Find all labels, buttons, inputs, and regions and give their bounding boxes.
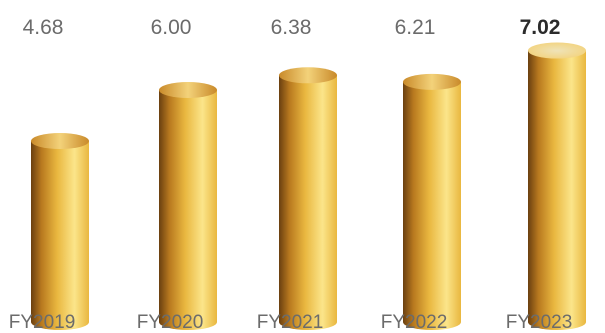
bar-fy2023 [528, 42, 586, 331]
bar-body [159, 90, 217, 330]
bar-fy2022 [403, 73, 461, 330]
bar-fy2019 [31, 133, 89, 330]
bar-body [279, 75, 337, 330]
category-label-fy2023: FY2023 [506, 312, 573, 333]
bar-fy2020 [159, 82, 217, 330]
bar-top [31, 133, 89, 150]
value-labels-layer: 4.68 6.00 6.38 6.21 7.02 [23, 16, 561, 39]
value-label-fy2019: 4.68 [23, 16, 64, 39]
bar-body [31, 141, 89, 330]
bars-layer [31, 42, 586, 331]
bar-top [403, 73, 461, 90]
category-label-fy2022: FY2022 [381, 312, 448, 333]
value-label-fy2020: 6.00 [151, 16, 192, 39]
category-label-fy2020: FY2020 [137, 312, 204, 333]
bar-body [528, 50, 586, 331]
value-label-fy2023: 7.02 [520, 16, 561, 39]
category-label-fy2021: FY2021 [257, 312, 324, 333]
bar-top [159, 82, 217, 98]
category-labels-layer: FY2019 FY2020 FY2021 FY2022 FY2023 [9, 312, 573, 333]
bar-top [528, 42, 586, 59]
value-label-fy2021: 6.38 [271, 16, 312, 39]
value-label-fy2022: 6.21 [395, 16, 436, 39]
bar-body [403, 81, 461, 330]
bar-fy2021 [279, 67, 337, 330]
category-label-fy2019: FY2019 [9, 312, 76, 333]
bar-top [279, 67, 337, 84]
